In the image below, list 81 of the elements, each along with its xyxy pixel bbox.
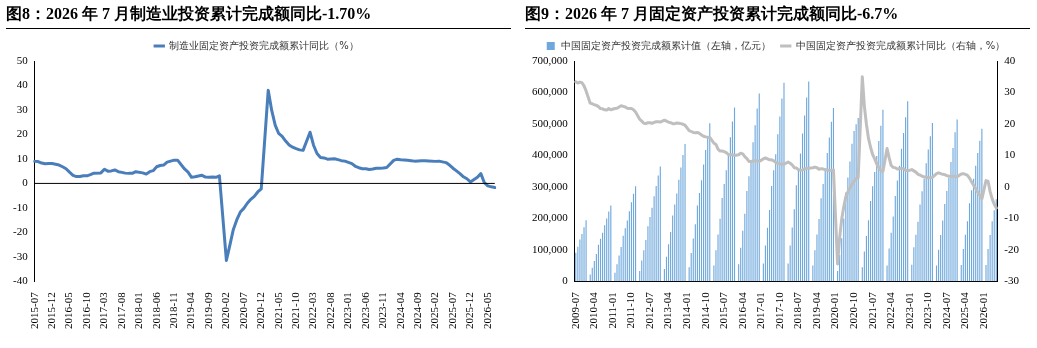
y2-tick-label: -10 — [1004, 211, 1020, 224]
x-tick-label: 2021-10 — [289, 291, 301, 330]
x-tick-label: 2019-09 — [201, 291, 214, 330]
y2-tick-label: 40 — [1004, 53, 1016, 66]
x-tick-label: 2015-07 — [27, 291, 40, 330]
x-tick-label: 2020-01 — [828, 292, 841, 330]
chart-title: 图9：2026 年 7 月固定资产投资累计完成额同比-6.7% — [525, 4, 1030, 29]
x-tick-label: 2024-07 — [939, 291, 952, 330]
x-tick-label: 2026-05 — [480, 291, 493, 330]
x-tick-label: 2025-07 — [445, 291, 458, 330]
x-tick-label: 2020-10 — [846, 291, 859, 330]
x-tick-label: 2021-05 — [271, 291, 284, 330]
y-tick-label: 20 — [16, 127, 29, 140]
x-tick-label: 2018-06 — [149, 291, 162, 330]
y2-tick-label: 30 — [1004, 85, 1016, 98]
x-tick-label: 2016-05 — [62, 291, 75, 330]
x-tick-label: 2018-07 — [791, 291, 804, 330]
x-tick-label: 2023-10 — [921, 291, 934, 330]
y-tick-label: 100,000 — [532, 242, 569, 255]
y2-tick-label: 0 — [1004, 179, 1011, 192]
x-tick-label: 2021-07 — [865, 291, 878, 330]
y-tick-label: 0 — [562, 274, 569, 287]
chart-title: 图8：2026 年 7 月制造业投资累计完成额同比-1.70% — [6, 4, 511, 29]
x-tick-label: 2023-11 — [376, 292, 389, 329]
y-tick-label: 40 — [16, 78, 29, 91]
x-tick-label: 2025-04 — [958, 291, 971, 330]
x-tick-label: 2017-10 — [772, 291, 785, 330]
legend-label: 制造业固定资产投资完成额累计同比（%） — [169, 39, 359, 51]
x-tick-label: 2025-12 — [463, 292, 476, 330]
y2-tick-label: 10 — [1004, 148, 1016, 161]
x-tick-label: 2022-08 — [323, 291, 336, 330]
x-tick-label: 2022-03 — [306, 291, 319, 330]
x-tick-label: 2018-01 — [132, 292, 145, 330]
legend-label: 中国固定资产投资完成额累计值（左轴，亿元） — [560, 39, 771, 51]
x-tick-label: 2019-04 — [184, 291, 197, 330]
x-tick-label: 2009-07 — [568, 291, 581, 330]
y-tick-label: 400,000 — [532, 148, 569, 161]
x-tick-label: 2017-03 — [97, 291, 110, 330]
y-tick-label: 700,000 — [532, 53, 569, 66]
y-tick-label: 10 — [16, 151, 29, 164]
y2-tick-label: 20 — [1004, 116, 1016, 129]
x-tick-label: 2015-12 — [44, 292, 57, 330]
x-tick-label: 2019-04 — [809, 291, 822, 330]
x-tick-label: 2018-11 — [166, 292, 179, 329]
y-tick-label: -20 — [12, 225, 29, 238]
x-tick-label: 2011-01 — [605, 292, 618, 329]
x-tick-label: 2017-01 — [754, 292, 767, 330]
y-tick-label: -40 — [12, 274, 29, 287]
x-tick-label: 2014-10 — [698, 291, 711, 330]
x-tick-label: 2020-07 — [236, 291, 249, 330]
x-tick-label: 2011-10 — [624, 291, 637, 329]
x-tick-label: 2010-04 — [587, 291, 600, 330]
x-tick-label: 2017-08 — [114, 291, 127, 330]
y-tick-label: 50 — [16, 53, 29, 66]
x-tick-label: 2023-01 — [341, 292, 354, 330]
x-tick-label: 2013-04 — [661, 291, 674, 330]
y-tick-label: 300,000 — [532, 179, 569, 192]
x-tick-label: 2012-07 — [642, 291, 655, 330]
y-tick-label: 30 — [16, 102, 29, 115]
x-tick-label: 2022-04 — [884, 291, 897, 330]
x-tick-label: 2014-01 — [679, 292, 692, 330]
x-tick-label: 2023-06 — [358, 291, 371, 330]
y2-tick-label: -20 — [1004, 242, 1020, 255]
x-tick-label: 2020-12 — [254, 292, 267, 330]
x-tick-label: 2023-01 — [902, 292, 915, 330]
legend-label: 中国固定资产投资完成额累计同比（右轴，%） — [795, 39, 1006, 51]
x-tick-label: 2015-07 — [717, 291, 730, 330]
x-tick-label: 2024-09 — [411, 291, 423, 330]
x-tick-label: 2025-02 — [428, 292, 441, 330]
y-tick-label: 200,000 — [532, 211, 569, 224]
x-tick-label: 2024-04 — [393, 291, 406, 330]
x-tick-label: 2016-10 — [79, 291, 92, 330]
x-tick-label: 2026-01 — [976, 292, 989, 330]
x-tick-label: 2020-02 — [219, 292, 232, 330]
y-tick-label: 600,000 — [532, 85, 569, 98]
x-tick-label: 2016-04 — [735, 291, 748, 330]
y-tick-label: 0 — [22, 176, 29, 189]
y2-tick-label: -30 — [1004, 274, 1020, 287]
y-tick-label: -30 — [12, 249, 29, 262]
y-tick-label: -10 — [12, 200, 29, 213]
y-tick-label: 500,000 — [532, 116, 569, 129]
